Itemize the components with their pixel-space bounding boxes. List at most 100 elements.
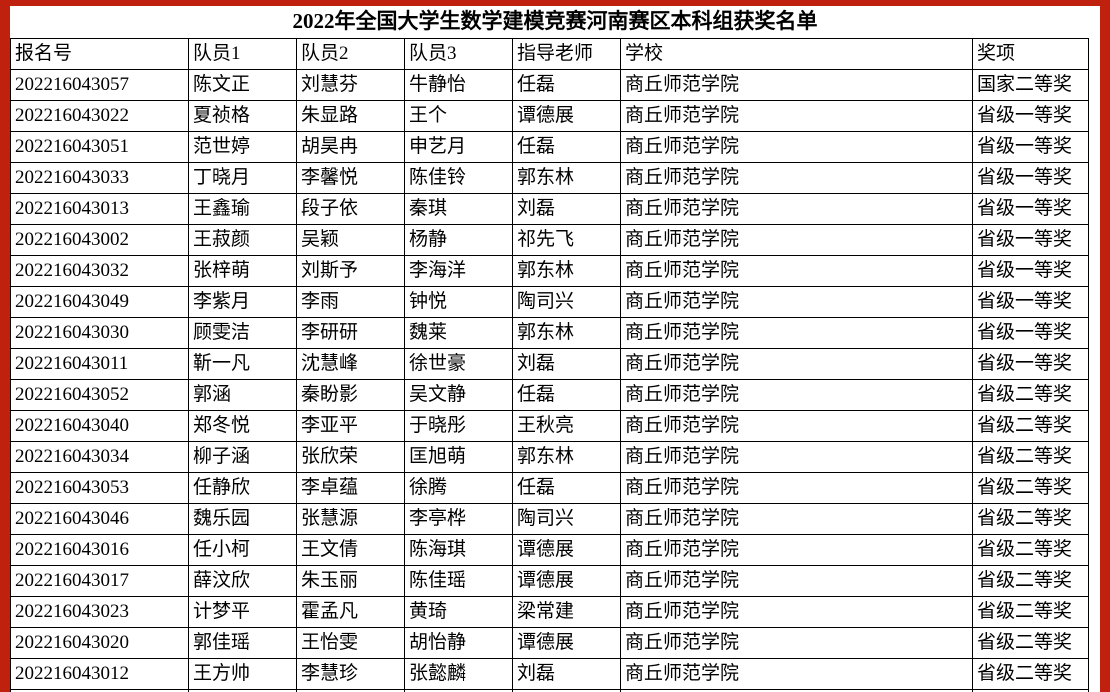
cell-id: 202216043057 (10, 69, 189, 101)
cell-m2: 李慧珍 (296, 658, 405, 690)
column-header-award: 奖项 (972, 38, 1089, 70)
cell-school: 商丘师范学院 (620, 162, 973, 194)
cell-m1: 丁晓月 (188, 162, 297, 194)
cell-m1: 郭佳瑶 (188, 627, 297, 659)
cell-tea: 郭东林 (512, 162, 621, 194)
table-row: 202216043052 郭涵 秦盼影 吴文静 任磊 商丘师范学院 省级二等奖 (10, 379, 1089, 411)
column-header-m1: 队员1 (188, 38, 297, 70)
cell-award: 省级一等奖 (972, 131, 1089, 163)
column-header-m2: 队员2 (296, 38, 405, 70)
cell-id: 202216043049 (10, 286, 189, 318)
cell-m3: 申艺月 (404, 131, 513, 163)
table-row: 202216043023 计梦平 霍孟凡 黄琦 梁常建 商丘师范学院 省级二等奖 (10, 596, 1089, 628)
cell-m1: 任静欣 (188, 472, 297, 504)
cell-m3: 胡怡静 (404, 627, 513, 659)
cell-m2: 王怡雯 (296, 627, 405, 659)
cell-m1: 郑冬悦 (188, 410, 297, 442)
cell-id: 202216043032 (10, 255, 189, 287)
cell-id: 202216043002 (10, 224, 189, 256)
column-header-id: 报名号 (10, 38, 189, 70)
cell-m2: 李卓蕴 (296, 472, 405, 504)
cell-m1: 计梦平 (188, 596, 297, 628)
cell-tea: 祁先飞 (512, 224, 621, 256)
cell-m2: 刘斯予 (296, 255, 405, 287)
cell-tea: 陶司兴 (512, 503, 621, 535)
cell-tea: 梁常建 (512, 596, 621, 628)
cell-award: 省级一等奖 (972, 286, 1089, 318)
cell-award: 省级一等奖 (972, 162, 1089, 194)
cell-m3: 牛静怡 (404, 69, 513, 101)
cell-m2: 李馨悦 (296, 162, 405, 194)
cell-m2: 胡昊冉 (296, 131, 405, 163)
cell-school: 商丘师范学院 (620, 131, 973, 163)
cell-m3: 钟悦 (404, 286, 513, 318)
cell-m1: 王方帅 (188, 658, 297, 690)
table-row: 202216043053 任静欣 李卓蕴 徐腾 任磊 商丘师范学院 省级二等奖 (10, 472, 1089, 504)
cell-tea: 谭德展 (512, 565, 621, 597)
cell-m3: 张懿麟 (404, 658, 513, 690)
cell-school: 商丘师范学院 (620, 379, 973, 411)
cell-m1: 王鑫瑜 (188, 193, 297, 225)
cell-award: 省级一等奖 (972, 317, 1089, 349)
cell-school: 商丘师范学院 (620, 69, 973, 101)
cell-tea: 郭东林 (512, 317, 621, 349)
cell-m3: 陈佳铃 (404, 162, 513, 194)
cell-award: 省级二等奖 (972, 503, 1089, 535)
cell-award: 省级一等奖 (972, 100, 1089, 132)
cell-id: 202216043052 (10, 379, 189, 411)
cell-award: 省级二等奖 (972, 472, 1089, 504)
cell-m1: 靳一凡 (188, 348, 297, 380)
cell-tea: 郭东林 (512, 255, 621, 287)
cell-id: 202216043040 (10, 410, 189, 442)
column-header-m3: 队员3 (404, 38, 513, 70)
cell-id: 202216043013 (10, 193, 189, 225)
cell-id: 202216043016 (10, 534, 189, 566)
cell-m1: 任小柯 (188, 534, 297, 566)
cell-m2: 沈慧峰 (296, 348, 405, 380)
cell-m2: 吴颖 (296, 224, 405, 256)
cell-m2: 张慧源 (296, 503, 405, 535)
table-row: 202216043002 王菽颜 吴颖 杨静 祁先飞 商丘师范学院 省级一等奖 (10, 224, 1089, 256)
table-row: 202216043051 范世婷 胡昊冉 申艺月 任磊 商丘师范学院 省级一等奖 (10, 131, 1089, 163)
cell-school: 商丘师范学院 (620, 100, 973, 132)
table-row: 202216043034 柳子涵 张欣荣 匡旭萌 郭东林 商丘师范学院 省级二等奖 (10, 441, 1089, 473)
table-row: 202216043032 张梓萌 刘斯予 李海洋 郭东林 商丘师范学院 省级一等奖 (10, 255, 1089, 287)
cell-m2: 朱玉丽 (296, 565, 405, 597)
cell-m3: 黄琦 (404, 596, 513, 628)
cell-tea: 刘磊 (512, 658, 621, 690)
column-header-school: 学校 (620, 38, 973, 70)
cell-m1: 魏乐园 (188, 503, 297, 535)
cell-m2: 朱显路 (296, 100, 405, 132)
cell-tea: 谭德展 (512, 534, 621, 566)
cell-award: 省级二等奖 (972, 689, 1089, 692)
table-row: 202216043049 李紫月 李雨 钟悦 陶司兴 商丘师范学院 省级一等奖 (10, 286, 1089, 318)
cell-award: 省级二等奖 (972, 534, 1089, 566)
cell-id: 202216043034 (10, 441, 189, 473)
cell-id: 202216043046 (10, 503, 189, 535)
cell-m1: 夏祯格 (188, 100, 297, 132)
cell-school: 商丘师范学院 (620, 286, 973, 318)
cell-tea: 王秋亮 (512, 410, 621, 442)
cell-id: 202216043033 (10, 162, 189, 194)
cell-m3: 徐腾 (404, 472, 513, 504)
cell-tea: 任磊 (512, 379, 621, 411)
cell-tea: 刘磊 (512, 193, 621, 225)
cell-tea: 刘磊 (512, 348, 621, 380)
cell-award: 省级二等奖 (972, 410, 1089, 442)
cell-m2: 李亚平 (296, 410, 405, 442)
cell-school: 商丘师范学院 (620, 441, 973, 473)
cell-m1: 陈文正 (188, 69, 297, 101)
cell-award: 国家二等奖 (972, 69, 1089, 101)
cell-tea: 谭德展 (512, 627, 621, 659)
cell-award: 省级二等奖 (972, 441, 1089, 473)
table-row: 202216043011 靳一凡 沈慧峰 徐世豪 刘磊 商丘师范学院 省级一等奖 (10, 348, 1089, 380)
cell-m3: 王个 (404, 100, 513, 132)
cell-m2: 李雨 (296, 286, 405, 318)
cell-m3: 陈海琪 (404, 534, 513, 566)
cell-m3: 匡旭萌 (404, 441, 513, 473)
cell-tea: 陶司兴 (512, 286, 621, 318)
cell-award: 省级二等奖 (972, 658, 1089, 690)
cell-award: 省级一等奖 (972, 193, 1089, 225)
document-sheet: 2022年全国大学生数学建模竞赛河南赛区本科组获奖名单 报名号 队员1 队员2 队员3… (10, 6, 1100, 692)
